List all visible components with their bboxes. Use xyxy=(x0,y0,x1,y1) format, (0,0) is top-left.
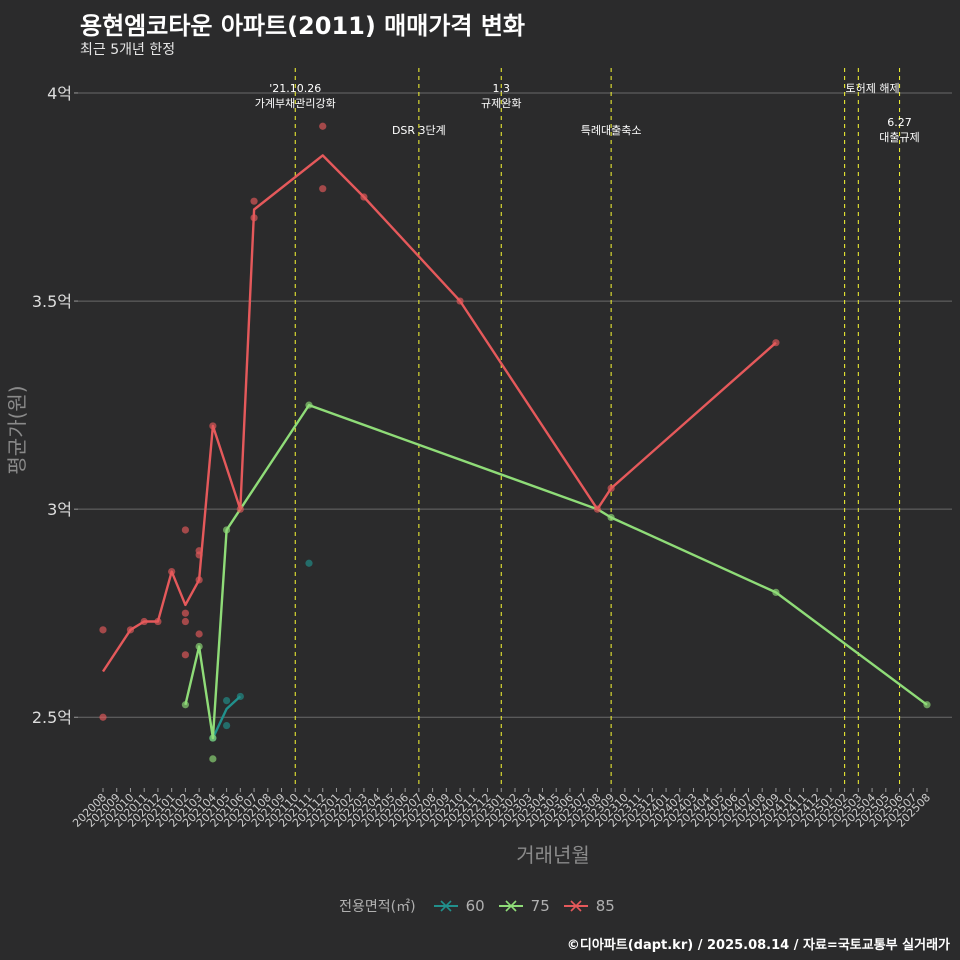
data-point-60 xyxy=(305,559,313,567)
data-point-85 xyxy=(593,505,602,513)
data-point-60 xyxy=(223,721,231,730)
legend-item-85[interactable]: 85 xyxy=(562,897,615,915)
data-point-75 xyxy=(607,513,615,522)
data-point-85 xyxy=(456,297,464,305)
legend-key-60-icon xyxy=(433,900,458,912)
data-point-85 xyxy=(195,630,203,638)
data-point-85 xyxy=(250,197,258,205)
data-point-75 xyxy=(209,734,217,742)
source-credit: ©디아파트(dapt.kr) / 2025.08.14 / 자료=국토교통부 실… xyxy=(566,938,950,953)
y-tick-label: 3.5억 xyxy=(32,292,72,311)
data-point-85 xyxy=(236,505,244,513)
event-label: 가계부채관리강화 xyxy=(255,97,336,110)
y-tick-label: 4억 xyxy=(47,84,72,103)
legend-title: 전용면적(㎡) xyxy=(339,899,416,915)
chart-title: 용현엠코타운 아파트(2011) 매매가격 변화 xyxy=(80,12,525,40)
legend-key-75-icon xyxy=(498,900,523,912)
data-point-60 xyxy=(236,692,244,701)
y-tick-label: 2.5억 xyxy=(32,708,72,727)
x-axis-title: 거래년월 xyxy=(516,843,590,867)
event-label: 대출규제 xyxy=(879,131,919,144)
data-point-85 xyxy=(195,547,203,555)
data-point-85 xyxy=(772,339,780,347)
data-point-85 xyxy=(181,651,189,659)
data-point-85 xyxy=(99,626,107,634)
data-point-60 xyxy=(223,697,231,705)
data-point-75 xyxy=(195,642,203,651)
event-label: DSR 3단계 xyxy=(392,124,446,137)
data-point-85 xyxy=(181,617,189,626)
data-point-85 xyxy=(154,617,162,626)
data-point-75 xyxy=(181,701,189,709)
data-point-85 xyxy=(250,214,258,222)
data-point-85 xyxy=(181,526,189,534)
data-point-75 xyxy=(923,701,931,709)
data-point-85 xyxy=(360,193,368,201)
data-point-85 xyxy=(126,626,135,634)
series-line-85 xyxy=(101,154,777,673)
legend: 전용면적(㎡) 60 75 85 xyxy=(0,896,960,916)
event-label: '21.10.26 xyxy=(269,82,321,95)
legend-label-60: 60 xyxy=(465,897,485,915)
data-point-85 xyxy=(99,713,107,721)
data-point-75 xyxy=(305,401,313,409)
chart-subtitle: 최근 5개년 한정 xyxy=(80,42,176,58)
data-point-85 xyxy=(209,422,217,430)
data-point-85 xyxy=(319,122,327,130)
legend-label-75: 75 xyxy=(530,897,550,915)
data-point-85 xyxy=(140,617,148,626)
event-label: 특례대출축소 xyxy=(581,124,642,137)
data-point-85 xyxy=(319,185,327,193)
event-label: 규제완화 xyxy=(481,97,521,110)
data-point-85 xyxy=(607,484,615,492)
data-point-75 xyxy=(772,588,780,596)
series-line-75 xyxy=(184,403,928,740)
data-point-85 xyxy=(195,576,203,584)
data-point-75 xyxy=(209,755,217,763)
legend-key-85-icon xyxy=(563,900,588,912)
y-axis-title: 평균가(원) xyxy=(5,385,29,474)
data-point-85 xyxy=(181,609,189,617)
legend-item-60[interactable]: 60 xyxy=(432,897,485,915)
legend-label-85: 85 xyxy=(595,897,615,915)
data-point-75 xyxy=(223,526,231,534)
event-label: 6.27 xyxy=(887,116,912,129)
legend-item-75[interactable]: 75 xyxy=(497,897,550,915)
event-label: 1.3 xyxy=(493,82,511,95)
y-tick-label: 3억 xyxy=(47,500,72,519)
event-label: 토허제 해제 xyxy=(846,81,900,95)
data-point-85 xyxy=(168,567,176,576)
series-line-60 xyxy=(211,695,242,739)
